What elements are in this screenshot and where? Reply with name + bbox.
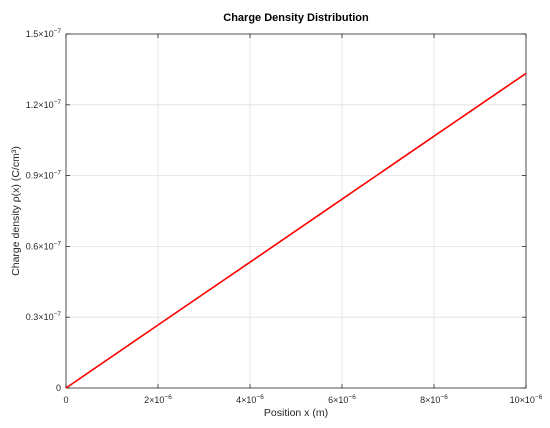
y-tick-label-text: 0.3×10: [26, 312, 54, 322]
y-tick-label: 0.3×10−7: [26, 311, 62, 322]
x-tick-label-exponent: −6: [256, 394, 264, 401]
y-tick-label: 0.6×10−7: [26, 240, 62, 251]
y-tick-label-text: 1.5×10: [26, 29, 54, 39]
x-tick-label-text: 10×10: [510, 395, 535, 405]
x-tick-label-exponent: −6: [164, 394, 172, 401]
y-axis-label: Charge density ρ(x) (C/cm³): [10, 146, 22, 276]
y-tick-label-exponent: −7: [54, 240, 62, 247]
y-tick-label: 0: [56, 383, 61, 393]
x-tick-label: 6×10−6: [328, 394, 356, 405]
y-tick-label: 1.2×10−7: [26, 99, 62, 110]
y-tick-label-exponent: −7: [54, 99, 62, 106]
x-axis-label: Position x (m): [264, 407, 328, 419]
x-tick-label: 10×10−6: [510, 394, 543, 405]
y-tick-label-exponent: −7: [54, 311, 62, 318]
series-layer: [65, 72, 527, 389]
x-tick-label-text: 2×10: [144, 395, 164, 405]
y-tick-label-text: 0.6×10: [26, 241, 54, 251]
x-tick-label-text: 6×10: [328, 395, 348, 405]
x-tick-label-exponent: −6: [535, 394, 543, 401]
chart-title: Charge Density Distribution: [223, 12, 369, 24]
y-tick-label-exponent: −7: [54, 170, 62, 177]
series-line-0: [65, 72, 527, 389]
x-tick-label: 0: [63, 395, 68, 405]
y-tick-label-text: 0.9×10: [26, 171, 54, 181]
y-tick-label: 1.5×10−7: [26, 28, 62, 39]
x-tick-label-exponent: −6: [440, 394, 448, 401]
x-tick-label-text: 0: [63, 395, 68, 405]
x-tick-label: 4×10−6: [236, 394, 264, 405]
x-tick-label-exponent: −6: [348, 394, 356, 401]
y-tick-label-text: 0: [56, 383, 61, 393]
y-tick-label-text: 1.2×10: [26, 100, 54, 110]
y-tick-label-exponent: −7: [54, 28, 62, 35]
grid: [66, 34, 526, 388]
axis-ticks: 0 2×10−6 4×10−6 6×10−6 8×10−6 10×10−600.3×10−…: [26, 28, 543, 405]
y-tick-label: 0.9×10−7: [26, 170, 62, 181]
plot-frame: [65, 33, 527, 389]
x-tick-label: 8×10−6: [420, 394, 448, 405]
x-tick-label-text: 8×10: [420, 395, 440, 405]
x-tick-label: 2×10−6: [144, 394, 172, 405]
x-tick-label-text: 4×10: [236, 395, 256, 405]
